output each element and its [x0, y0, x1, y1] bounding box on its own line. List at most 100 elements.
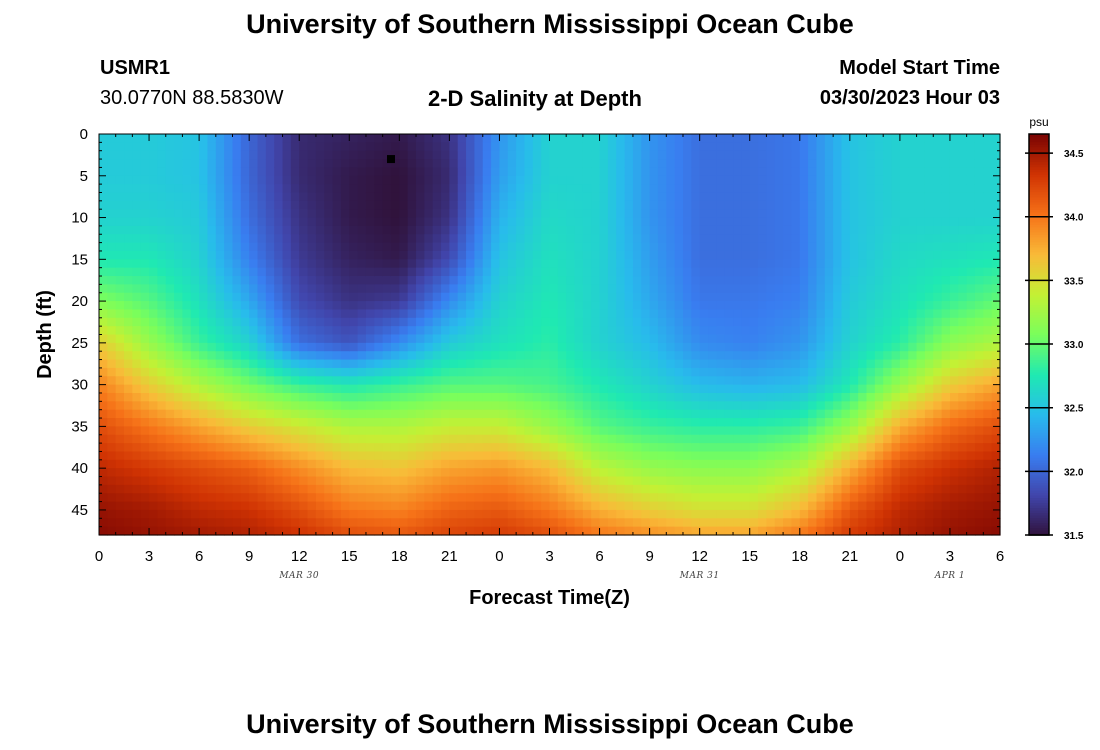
- heatmap-cell: [657, 150, 667, 160]
- heatmap-cell: [749, 276, 759, 285]
- heatmap-cell: [407, 418, 417, 427]
- heatmap-cell: [582, 418, 592, 427]
- heatmap-cell: [666, 518, 676, 528]
- heatmap-cell: [357, 342, 367, 352]
- heatmap-cell: [858, 443, 868, 453]
- heatmap-cell: [349, 225, 359, 235]
- heatmap-cell: [315, 209, 325, 219]
- heatmap-cell: [190, 526, 200, 536]
- heatmap-cell: [808, 434, 818, 444]
- heatmap-cell: [365, 384, 375, 394]
- heatmap-cell: [399, 501, 409, 511]
- heatmap-cell: [808, 209, 818, 219]
- heatmap-cell: [708, 401, 717, 411]
- heatmap-cell: [140, 401, 150, 411]
- heatmap-cell: [424, 267, 434, 277]
- heatmap-cell: [741, 342, 751, 352]
- heatmap-cell: [99, 317, 108, 327]
- heatmap-cell: [908, 418, 918, 427]
- heatmap-cell: [833, 276, 843, 285]
- heatmap-cell: [199, 401, 209, 411]
- heatmap-cell: [332, 259, 342, 269]
- heatmap-cell: [182, 184, 192, 194]
- heatmap-cell: [357, 367, 367, 377]
- heatmap-cell: [357, 334, 367, 344]
- heatmap-cell: [224, 493, 234, 503]
- heatmap-cell: [282, 501, 292, 511]
- heatmap-cell: [941, 409, 951, 419]
- heatmap-cell: [290, 217, 300, 227]
- heatmap-cell: [899, 167, 909, 177]
- heatmap-cell: [349, 518, 359, 528]
- heatmap-cell: [232, 234, 242, 244]
- heatmap-cell: [566, 209, 576, 219]
- heatmap-cell: [616, 276, 626, 285]
- heatmap-cell: [624, 526, 634, 536]
- heatmap-cell: [641, 526, 651, 536]
- heatmap-cell: [132, 200, 142, 210]
- heatmap-cell: [758, 267, 767, 277]
- heatmap-cell: [783, 401, 793, 411]
- heatmap-cell: [215, 234, 225, 244]
- heatmap-cell: [616, 418, 626, 427]
- heatmap-cell: [758, 501, 767, 511]
- heatmap-cell: [783, 418, 793, 427]
- heatmap-cell: [299, 200, 309, 210]
- heatmap-cell: [849, 376, 859, 386]
- heatmap-cell: [157, 142, 167, 152]
- heatmap-cell: [99, 376, 108, 386]
- heatmap-cell: [474, 217, 484, 227]
- heatmap-cell: [766, 184, 776, 194]
- heatmap-cell: [299, 501, 309, 511]
- heatmap-cell: [199, 284, 209, 294]
- heatmap-cell: [240, 225, 250, 235]
- heatmap-cell: [107, 192, 117, 202]
- heatmap-cell: [332, 493, 342, 503]
- heatmap-cell: [215, 142, 225, 152]
- heatmap-cell: [808, 259, 818, 269]
- heatmap-cell: [449, 434, 459, 444]
- heatmap-cell: [924, 309, 934, 319]
- heatmap-cell: [591, 367, 601, 377]
- heatmap-cell: [382, 434, 392, 444]
- heatmap-cell: [657, 384, 667, 394]
- heatmap-cell: [491, 259, 501, 269]
- heatmap-cell: [833, 409, 843, 419]
- heatmap-cell: [607, 234, 617, 244]
- heatmap-cell: [340, 326, 350, 336]
- heatmap-cell: [357, 250, 367, 260]
- heatmap-cell: [908, 276, 918, 285]
- heatmap-cell: [524, 175, 534, 185]
- heatmap-cell: [466, 468, 476, 478]
- heatmap-cell: [624, 234, 634, 244]
- heatmap-cell: [349, 434, 359, 444]
- heatmap-cell: [741, 301, 751, 311]
- heatmap-cell: [407, 392, 417, 402]
- heatmap-cell: [833, 267, 843, 277]
- heatmap-cell: [457, 234, 467, 244]
- heatmap-cell: [457, 526, 467, 536]
- heatmap-cell: [933, 367, 943, 377]
- heatmap-cell: [641, 509, 651, 519]
- heatmap-cell: [290, 292, 300, 302]
- heatmap-cell: [149, 484, 158, 494]
- heatmap-cell: [516, 443, 526, 453]
- heatmap-cell: [891, 217, 901, 227]
- heatmap-cell: [632, 192, 642, 202]
- heatmap-cell: [357, 484, 367, 494]
- heatmap-cell: [257, 468, 267, 478]
- heatmap-cell: [482, 426, 492, 436]
- heatmap-cell: [424, 476, 434, 486]
- heatmap-cell: [257, 409, 267, 419]
- heatmap-cell: [499, 217, 509, 227]
- heatmap-cell: [224, 351, 234, 361]
- heatmap-cell: [824, 242, 834, 252]
- heatmap-cell: [791, 501, 801, 511]
- heatmap-cell: [149, 326, 158, 336]
- heatmap-cell: [941, 292, 951, 302]
- heatmap-cell: [382, 175, 392, 185]
- heatmap-cell: [958, 334, 968, 344]
- heatmap-cell: [365, 276, 375, 285]
- heatmap-cell: [149, 401, 158, 411]
- heatmap-cell: [874, 376, 884, 386]
